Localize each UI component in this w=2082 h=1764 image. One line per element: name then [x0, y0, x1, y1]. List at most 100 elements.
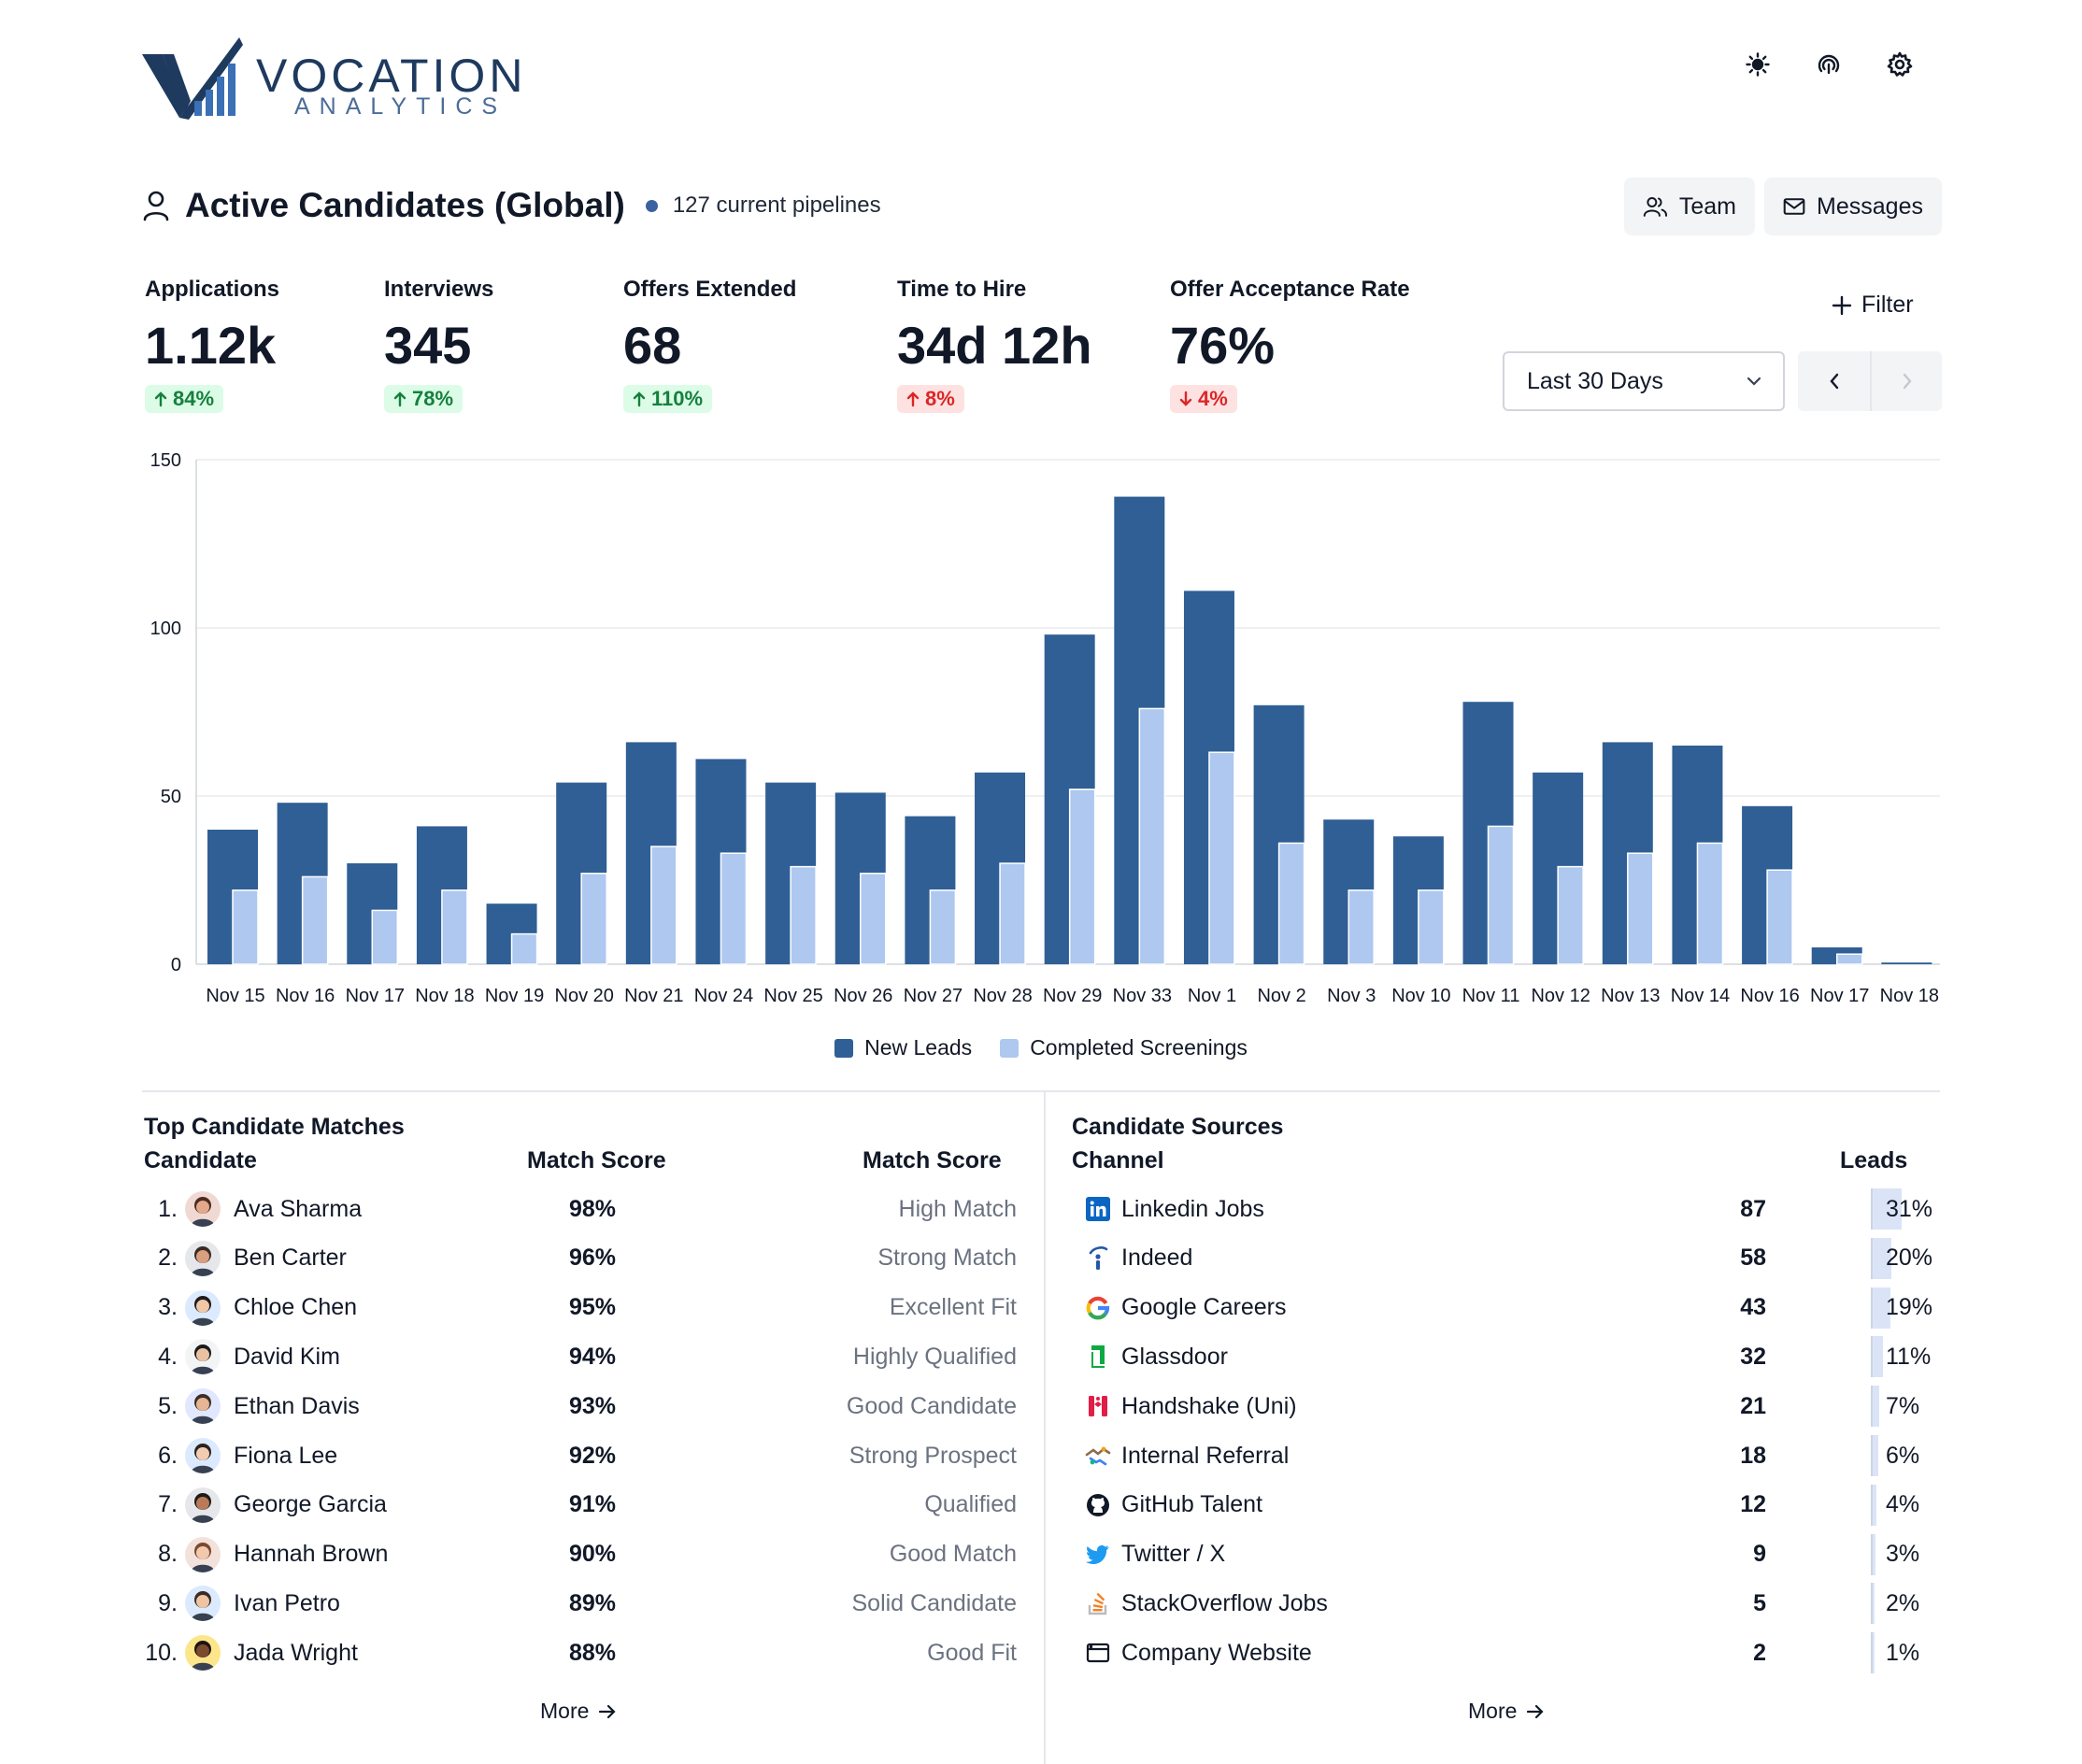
- col-head-tag: Match Score: [863, 1147, 1002, 1174]
- source-row[interactable]: Handshake (Uni) 21 7%: [1075, 1382, 1944, 1430]
- bar-completed-screenings[interactable]: [1068, 789, 1096, 965]
- avatar: [185, 1635, 221, 1672]
- kpi-card[interactable]: Offer Acceptance Rate 76% 4%: [1170, 277, 1410, 413]
- bar-completed-screenings[interactable]: [790, 865, 817, 965]
- bar-completed-screenings[interactable]: [1766, 869, 1793, 965]
- brand-subtitle: ANALYTICS: [294, 93, 507, 120]
- candidate-row[interactable]: 8. Hannah Brown 90% Good Match: [142, 1530, 1020, 1579]
- candidate-match-tag: Strong Prospect: [848, 1442, 1017, 1469]
- y-tick-label: 150: [150, 450, 181, 471]
- candidate-row[interactable]: 7. George Garcia 91% Qualified: [142, 1481, 1020, 1529]
- source-row[interactable]: Glassdoor 32 11%: [1075, 1332, 1944, 1381]
- candidate-row[interactable]: 9. Ivan Petro 89% Solid Candidate: [142, 1579, 1020, 1628]
- source-row[interactable]: Company Website 2 1%: [1075, 1629, 1944, 1677]
- bar-completed-screenings[interactable]: [720, 852, 748, 965]
- glassdoor-icon: [1084, 1343, 1112, 1371]
- col-head-score: Match Score: [527, 1147, 666, 1174]
- bar-completed-screenings[interactable]: [860, 873, 887, 965]
- kpi-card[interactable]: Offers Extended 68 110%: [623, 277, 796, 413]
- candidate-score: 91%: [568, 1491, 617, 1518]
- candidate-rank: 4.: [158, 1343, 178, 1370]
- bar-completed-screenings[interactable]: [441, 889, 468, 965]
- candidate-row[interactable]: 5. Ethan Davis 93% Good Candidate: [142, 1382, 1020, 1430]
- candidate-row[interactable]: 3. Chloe Chen 95% Excellent Fit: [142, 1284, 1020, 1332]
- bar-completed-screenings[interactable]: [929, 889, 957, 965]
- kpi-card[interactable]: Time to Hire 34d 12h 8%: [897, 277, 1092, 413]
- bar-completed-screenings[interactable]: [232, 889, 259, 965]
- kpi-label: Offer Acceptance Rate: [1170, 277, 1410, 302]
- kpi-card[interactable]: Applications 1.12k 84%: [145, 277, 279, 413]
- source-share-fill: [1873, 1188, 1902, 1230]
- x-tick-label: Nov 20: [555, 986, 614, 1006]
- bar-completed-screenings[interactable]: [371, 909, 399, 965]
- source-row[interactable]: Linkedin Jobs 87 31%: [1075, 1185, 1944, 1233]
- avatar: [185, 1289, 221, 1326]
- bar-completed-screenings[interactable]: [1835, 953, 1863, 965]
- source-percent: 19%: [1886, 1294, 1933, 1321]
- source-row[interactable]: Internal Referral 18 6%: [1075, 1431, 1944, 1480]
- previous-period-button[interactable]: [1798, 351, 1870, 411]
- legend-item-completed-screenings[interactable]: Completed Screenings: [1000, 1035, 1248, 1060]
- sun-icon[interactable]: [1742, 49, 1774, 80]
- bar-completed-screenings[interactable]: [301, 875, 329, 965]
- next-period-button[interactable]: [1870, 351, 1942, 411]
- candidate-match-tag: Strong Match: [877, 1245, 1017, 1272]
- y-tick-label: 100: [150, 619, 181, 639]
- avatar: [185, 1240, 221, 1276]
- candidate-rank: 2.: [158, 1245, 178, 1272]
- kpi-value: 1.12k: [145, 316, 277, 375]
- candidate-row[interactable]: 4. David Kim 94% Highly Qualified: [142, 1332, 1020, 1381]
- source-percent: 1%: [1886, 1639, 1920, 1666]
- source-row[interactable]: Indeed 58 20%: [1075, 1234, 1944, 1283]
- x-tick-label: Nov 26: [834, 986, 892, 1006]
- candidate-row[interactable]: 6. Fiona Lee 92% Strong Prospect: [142, 1431, 1020, 1480]
- filter-button[interactable]: Filter: [1832, 292, 1914, 319]
- candidate-rank: 5.: [158, 1392, 178, 1419]
- gear-icon[interactable]: [1884, 49, 1916, 80]
- source-name: Internal Referral: [1121, 1442, 1290, 1469]
- candidate-match-tag: Good Candidate: [846, 1392, 1017, 1419]
- candidate-row[interactable]: 10. Jada Wright 88% Good Fit: [142, 1629, 1020, 1677]
- fingerprint-icon[interactable]: [1813, 49, 1845, 80]
- candidate-row[interactable]: 1. Ava Sharma 98% High Match: [142, 1185, 1020, 1233]
- legend-item-new-leads[interactable]: New Leads: [834, 1035, 972, 1060]
- source-share-fill: [1873, 1237, 1891, 1279]
- candidate-score: 92%: [568, 1442, 617, 1469]
- kpi-label: Time to Hire: [897, 277, 1027, 302]
- source-leads: 21: [1740, 1392, 1766, 1419]
- source-percent: 6%: [1886, 1442, 1920, 1469]
- bar-new-leads[interactable]: [1881, 962, 1932, 964]
- source-row[interactable]: Google Careers 43 19%: [1075, 1284, 1944, 1332]
- bar-completed-screenings[interactable]: [1348, 889, 1375, 965]
- bar-completed-screenings[interactable]: [580, 873, 607, 965]
- bar-completed-screenings[interactable]: [1138, 707, 1166, 965]
- source-row[interactable]: Twitter / X 9 3%: [1075, 1530, 1944, 1579]
- date-range-select[interactable]: Last 30 Days: [1503, 351, 1785, 411]
- kpi-delta-badge: 8%: [897, 385, 964, 413]
- kpi-delta-badge: 4%: [1170, 385, 1237, 413]
- source-row[interactable]: StackOverflow Jobs 5 2%: [1075, 1579, 1944, 1628]
- bar-completed-screenings[interactable]: [510, 932, 538, 965]
- kpi-card[interactable]: Interviews 345 78%: [384, 277, 493, 413]
- kpi-delta: 110%: [651, 387, 704, 410]
- section-divider: [142, 1090, 1940, 1092]
- bar-completed-screenings[interactable]: [1208, 751, 1235, 965]
- source-row[interactable]: GitHub Talent 12 4%: [1075, 1481, 1944, 1529]
- bar-completed-screenings[interactable]: [1277, 842, 1305, 965]
- bar-completed-screenings[interactable]: [1696, 842, 1724, 965]
- messages-button[interactable]: Messages: [1764, 178, 1942, 235]
- bar-completed-screenings[interactable]: [1418, 889, 1445, 965]
- bar-completed-screenings[interactable]: [1627, 852, 1654, 965]
- team-button[interactable]: Team: [1624, 178, 1755, 235]
- source-share-bar: [1871, 1533, 1927, 1575]
- bar-completed-screenings[interactable]: [999, 862, 1026, 965]
- bar-completed-screenings[interactable]: [1557, 865, 1584, 965]
- candidate-row[interactable]: 2. Ben Carter 96% Strong Match: [142, 1234, 1020, 1283]
- candidates-more-link[interactable]: More: [540, 1699, 617, 1724]
- bar-completed-screenings[interactable]: [1487, 825, 1515, 965]
- bar-completed-screenings[interactable]: [650, 846, 677, 965]
- messages-button-label: Messages: [1817, 192, 1923, 220]
- source-share-bar: [1871, 1583, 1927, 1625]
- sources-more-link[interactable]: More: [1468, 1699, 1545, 1724]
- candidate-score: 90%: [568, 1541, 617, 1568]
